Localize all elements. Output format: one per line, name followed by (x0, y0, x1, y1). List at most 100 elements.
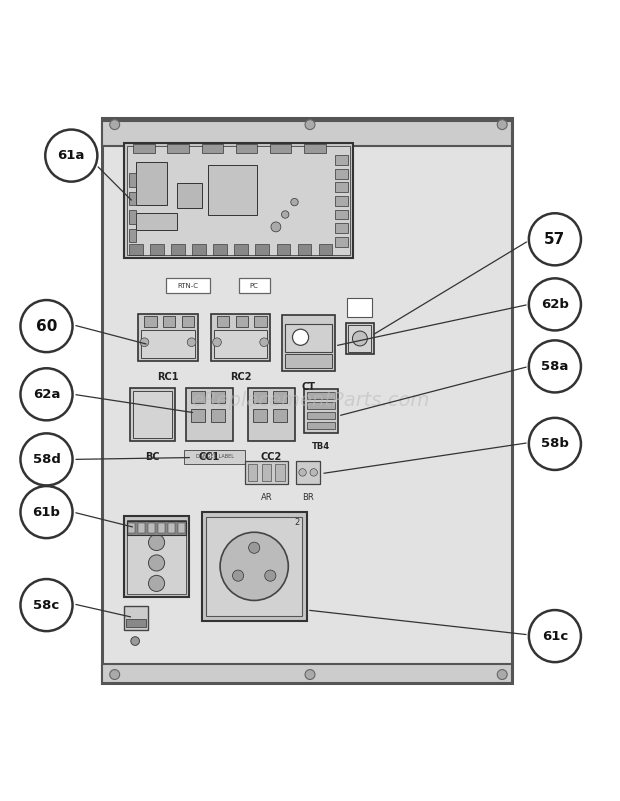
Circle shape (352, 331, 367, 346)
Bar (127, 520, 186, 594)
Bar (211, 409, 225, 421)
Bar (298, 244, 311, 255)
Bar (304, 389, 338, 433)
Text: 2: 2 (294, 518, 299, 527)
Bar (335, 155, 348, 165)
Bar (129, 229, 136, 243)
Bar (262, 464, 271, 481)
Bar (128, 523, 135, 533)
Text: 61b: 61b (33, 505, 60, 518)
Bar (150, 244, 164, 255)
Circle shape (20, 486, 73, 538)
Bar (253, 409, 267, 421)
Circle shape (305, 670, 315, 679)
Bar (191, 391, 205, 403)
Text: BC: BC (145, 452, 160, 462)
Bar (138, 523, 145, 533)
Bar (307, 402, 335, 409)
Text: TB4: TB4 (312, 442, 330, 451)
Bar (307, 421, 335, 429)
Text: 57: 57 (544, 231, 565, 247)
Text: 62a: 62a (33, 388, 60, 400)
Bar (148, 523, 155, 533)
Circle shape (45, 130, 97, 182)
Bar (129, 173, 136, 187)
Text: CC2: CC2 (260, 452, 282, 462)
Bar (168, 523, 175, 533)
Bar (282, 315, 335, 371)
Circle shape (305, 119, 315, 130)
Text: CT: CT (301, 382, 316, 392)
Bar (307, 392, 335, 399)
Circle shape (140, 338, 149, 347)
Circle shape (20, 300, 73, 352)
Circle shape (149, 555, 165, 571)
Bar (285, 354, 332, 368)
Bar (234, 244, 248, 255)
Bar (124, 517, 189, 597)
Circle shape (110, 670, 120, 679)
Bar (248, 388, 294, 441)
Bar (213, 244, 227, 255)
Bar (236, 316, 248, 327)
Bar (129, 210, 136, 223)
Circle shape (265, 570, 276, 582)
Text: 58c: 58c (33, 598, 60, 612)
Bar (307, 412, 335, 419)
Bar (335, 196, 348, 206)
Bar (126, 619, 146, 627)
Bar (186, 388, 232, 441)
Bar (335, 210, 348, 219)
Circle shape (310, 469, 317, 476)
Bar (138, 314, 198, 360)
Bar (335, 223, 348, 233)
Bar (184, 450, 245, 464)
Bar (136, 212, 177, 230)
Bar (182, 316, 194, 327)
Circle shape (529, 340, 581, 392)
Bar (211, 391, 225, 403)
Bar (285, 324, 332, 352)
Text: eReplacementParts.com: eReplacementParts.com (191, 391, 429, 410)
Bar (144, 316, 157, 327)
Bar (273, 391, 287, 403)
Bar (346, 323, 374, 354)
Circle shape (529, 418, 581, 470)
Text: 58b: 58b (541, 437, 569, 450)
Text: 58a: 58a (541, 360, 569, 373)
Bar (158, 523, 165, 533)
Text: 60: 60 (36, 319, 57, 333)
Circle shape (529, 610, 581, 662)
Bar (239, 279, 270, 293)
Bar (141, 330, 195, 358)
Bar (102, 119, 511, 682)
Bar (335, 169, 348, 179)
Circle shape (213, 338, 221, 347)
Bar (130, 388, 175, 441)
Bar (202, 144, 223, 152)
Bar (166, 279, 210, 293)
Circle shape (187, 338, 196, 347)
Circle shape (20, 368, 73, 421)
Circle shape (497, 670, 507, 679)
Circle shape (271, 222, 281, 231)
Bar (335, 237, 348, 247)
Bar (275, 464, 285, 481)
Circle shape (20, 433, 73, 485)
Circle shape (220, 532, 288, 601)
Bar (277, 244, 290, 255)
Bar (208, 165, 257, 215)
Circle shape (299, 469, 306, 476)
Circle shape (149, 534, 165, 550)
Bar (192, 244, 206, 255)
Bar (177, 183, 202, 208)
Bar (273, 409, 287, 421)
Bar (136, 162, 167, 205)
Circle shape (293, 329, 309, 345)
Bar (255, 244, 269, 255)
Bar (206, 517, 302, 616)
Bar (171, 244, 185, 255)
Text: DANGER LABEL: DANGER LABEL (195, 454, 234, 460)
Circle shape (260, 338, 268, 347)
Text: RC1: RC1 (157, 372, 179, 382)
